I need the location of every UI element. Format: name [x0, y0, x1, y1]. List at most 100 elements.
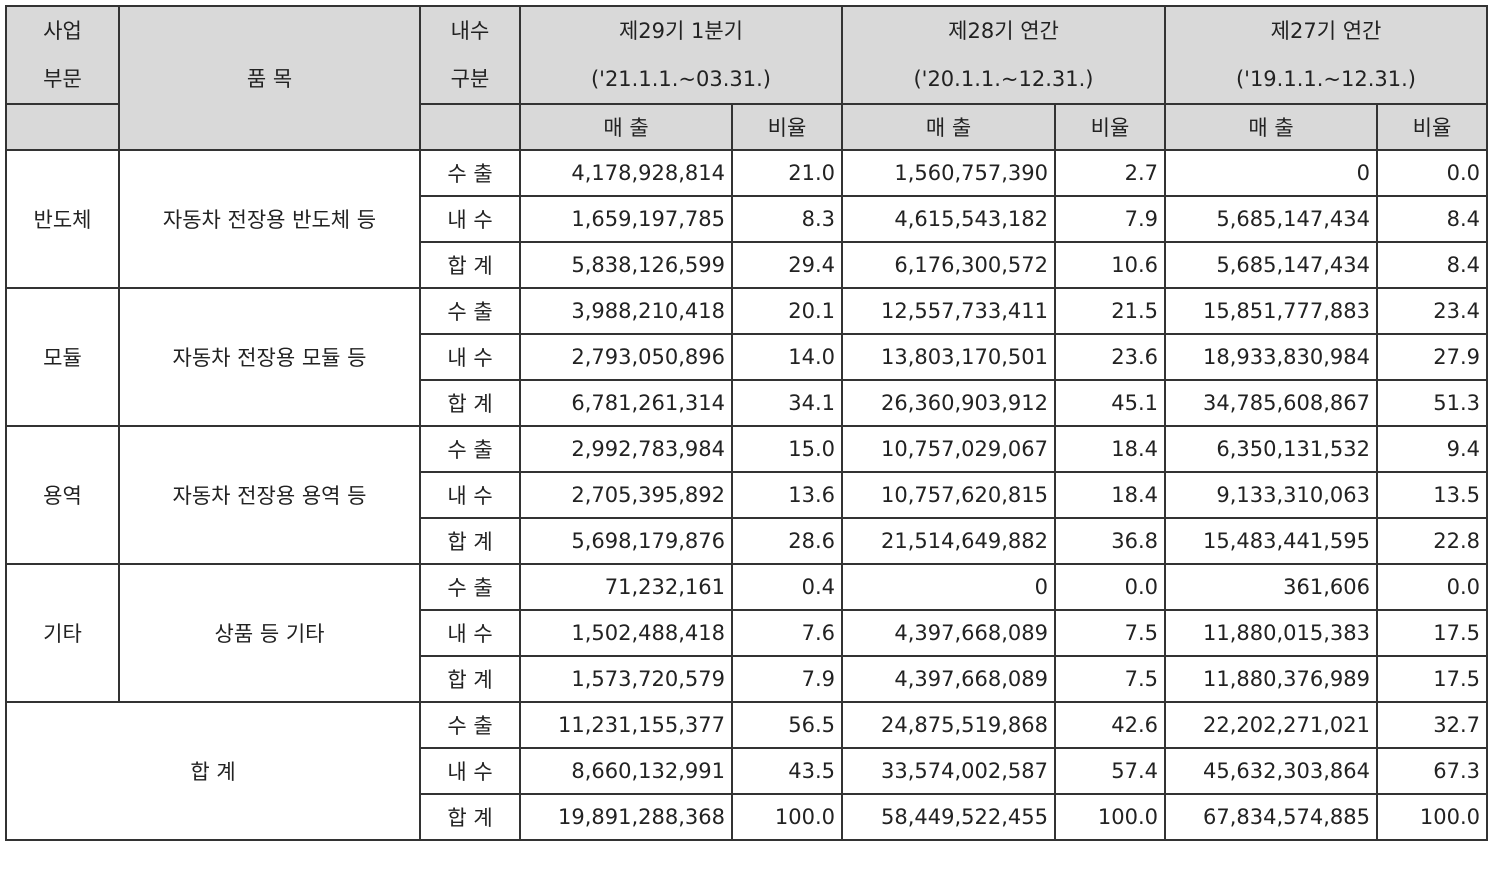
item-cell: 자동차 전장용 반도체 등	[118, 149, 421, 289]
ratio-value: 57.4	[1054, 747, 1166, 795]
ratio-value: 51.3	[1376, 379, 1488, 427]
header-period-name: 제27기 연간	[1270, 19, 1382, 43]
header-segment-bottom	[5, 104, 120, 151]
ratio-value: 36.8	[1054, 517, 1166, 565]
header-period-name: 제29기 1분기	[618, 19, 744, 43]
segment-cell: 반도체	[5, 149, 120, 289]
ratio-value: 7.5	[1054, 655, 1166, 703]
sales-value: 33,574,002,587	[841, 747, 1056, 795]
ratio-value: 8.3	[731, 195, 843, 243]
sales-value: 6,350,131,532	[1164, 425, 1378, 473]
header-period-range: ('20.1.1.~12.31.)	[913, 67, 1094, 91]
sales-value: 58,449,522,455	[841, 793, 1056, 841]
table-row: 합 계 1,573,720,579 7.9 4,397,668,089 7.5 11,88…	[6, 655, 1488, 703]
sales-value: 1,659,197,785	[519, 195, 733, 243]
ratio-value: 10.6	[1054, 241, 1166, 289]
ratio-value: 7.5	[1054, 609, 1166, 657]
table-row: 내 수 1,502,488,418 7.6 4,397,668,089 7.5 11,88…	[6, 609, 1488, 657]
ratio-value: 56.5	[731, 701, 843, 749]
table-row: 기타 상품 등 기타 수 출 71,232,161 0.4 0 0.0 361,606 0.0	[5, 563, 1488, 703]
ratio-value: 21.0	[731, 149, 843, 197]
sales-value: 4,397,668,089	[841, 655, 1056, 703]
sales-value: 24,875,519,868	[841, 701, 1056, 749]
row-type: 수 출	[419, 149, 521, 197]
sales-value: 21,514,649,882	[841, 517, 1056, 565]
sales-value: 18,933,830,984	[1164, 333, 1378, 381]
sales-value: 3,988,210,418	[519, 287, 733, 335]
row-type: 내 수	[419, 471, 521, 519]
row-type: 내 수	[419, 333, 521, 381]
sales-table: 사업 부문 품 목 내수 구분 제29기 1분기 ('21.1.1.~03.31…	[5, 5, 1488, 841]
ratio-value: 13.6	[731, 471, 843, 519]
sales-value: 9,133,310,063	[1164, 471, 1378, 519]
sales-value: 11,880,376,989	[1164, 655, 1378, 703]
sales-value: 19,891,288,368	[519, 793, 733, 841]
row-type: 내 수	[419, 747, 521, 795]
ratio-value: 29.4	[731, 241, 843, 289]
ratio-value: 17.5	[1376, 655, 1488, 703]
sales-value: 71,232,161	[519, 563, 733, 611]
header-period-range: ('19.1.1.~12.31.)	[1235, 67, 1417, 91]
ratio-value: 0.0	[1376, 149, 1488, 197]
ratio-value: 7.9	[1054, 195, 1166, 243]
ratio-value: 21.5	[1054, 287, 1166, 335]
sales-value: 5,685,147,434	[1164, 195, 1378, 243]
ratio-value: 32.7	[1376, 701, 1488, 749]
row-type: 수 출	[419, 563, 521, 611]
table-row: 내 수 1,659,197,785 8.3 4,615,543,182 7.9 5,685…	[6, 195, 1488, 243]
row-type: 합 계	[419, 241, 521, 289]
ratio-value: 34.1	[731, 379, 843, 427]
item-cell: 자동차 전장용 용역 등	[118, 425, 421, 565]
ratio-value: 15.0	[731, 425, 843, 473]
ratio-value: 0.4	[731, 563, 843, 611]
ratio-value: 13.5	[1376, 471, 1488, 519]
row-type: 합 계	[419, 793, 521, 841]
sales-value: 22,202,271,021	[1164, 701, 1378, 749]
row-type: 수 출	[419, 287, 521, 335]
sales-value: 12,557,733,411	[841, 287, 1056, 335]
item-cell: 자동차 전장용 모듈 등	[118, 287, 421, 427]
ratio-value: 8.4	[1376, 195, 1488, 243]
sales-value: 34,785,608,867	[1164, 379, 1378, 427]
ratio-value: 100.0	[1054, 793, 1166, 841]
table-row: 내 수 8,660,132,991 43.5 33,574,002,587 57.4 45…	[6, 747, 1488, 795]
sales-value: 8,660,132,991	[519, 747, 733, 795]
ratio-value: 17.5	[1376, 609, 1488, 657]
table-row: 합 계 19,891,288,368 100.0 58,449,522,455 100.…	[6, 793, 1488, 841]
ratio-value: 7.6	[731, 609, 843, 657]
table-row: 합 계 5,838,126,599 29.4 6,176,300,572 10.6 5,6…	[6, 241, 1488, 289]
ratio-value: 2.7	[1054, 149, 1166, 197]
sales-value: 67,834,574,885	[1164, 793, 1378, 841]
item-cell: 상품 등 기타	[118, 563, 421, 703]
header-period-27: 제27기 연간 ('19.1.1.~12.31.)	[1164, 5, 1488, 105]
header-sales: 매 출	[1164, 103, 1378, 151]
sales-value: 2,705,395,892	[519, 471, 733, 519]
sales-value: 10,757,029,067	[841, 425, 1056, 473]
ratio-value: 23.6	[1054, 333, 1166, 381]
sales-value: 15,483,441,595	[1164, 517, 1378, 565]
row-type: 내 수	[419, 195, 521, 243]
ratio-value: 100.0	[1376, 793, 1488, 841]
segment-cell: 모듈	[5, 287, 120, 427]
sales-value: 10,757,620,815	[841, 471, 1056, 519]
header-domestic-bottom	[419, 104, 521, 151]
ratio-value: 0.0	[1376, 563, 1488, 611]
sales-value: 5,685,147,434	[1164, 241, 1378, 289]
header-item: 품 목	[118, 5, 421, 151]
ratio-value: 22.8	[1376, 517, 1488, 565]
header-period-name: 제28기 연간	[948, 19, 1059, 43]
sales-value: 1,502,488,418	[519, 609, 733, 657]
header-ratio: 비율	[1054, 103, 1166, 151]
sales-value: 13,803,170,501	[841, 333, 1056, 381]
row-type: 합 계	[419, 517, 521, 565]
ratio-value: 8.4	[1376, 241, 1488, 289]
segment-cell: 용역	[5, 425, 120, 565]
sales-value: 1,560,757,390	[841, 149, 1056, 197]
ratio-value: 18.4	[1054, 471, 1166, 519]
ratio-value: 14.0	[731, 333, 843, 381]
ratio-value: 20.1	[731, 287, 843, 335]
header-domestic-line2: 구분	[450, 67, 490, 91]
sales-value: 45,632,303,864	[1164, 747, 1378, 795]
sales-value: 0	[841, 563, 1056, 611]
